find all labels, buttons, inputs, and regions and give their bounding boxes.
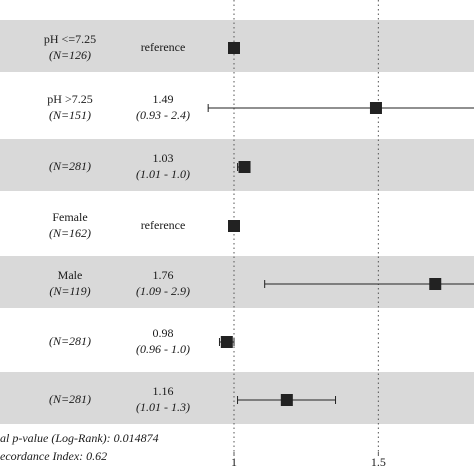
- estimate-label: reference: [141, 40, 186, 54]
- row-labels: pH <=7.25 (N=126) reference pH >7.25 (N=151)…: [44, 32, 190, 414]
- row-band: [0, 139, 474, 191]
- point-marker: [238, 161, 251, 173]
- x-tick-label: 1.5: [371, 455, 386, 469]
- row-bands: [0, 20, 474, 424]
- group-label: pH <=7.25: [44, 32, 96, 46]
- estimate-marks: [207, 42, 474, 406]
- point-marker: [280, 394, 293, 406]
- ci-label: (0.96 - 1.0): [136, 342, 190, 356]
- n-label: (N=281): [49, 334, 91, 348]
- n-label: (N=162): [49, 226, 91, 240]
- estimate-label: reference: [141, 218, 186, 232]
- ci-label: (0.93 - 2.4): [136, 108, 190, 122]
- n-label: (N=281): [49, 159, 91, 173]
- ci-label: (1.01 - 1.0): [136, 167, 190, 181]
- n-label: (N=126): [49, 48, 91, 62]
- group-label: Male: [58, 268, 83, 282]
- x-tick-label: 1: [231, 455, 237, 469]
- n-label: (N=119): [49, 284, 90, 298]
- estimate-label: 1.16: [153, 384, 174, 398]
- footnote: ecordance Index: 0.62: [0, 449, 107, 463]
- footnotes: al p-value (Log-Rank): 0.014874 ecordance…: [0, 431, 159, 463]
- estimate-label: 1.03: [153, 151, 174, 165]
- group-label: Female: [52, 210, 87, 224]
- estimate-label: 1.76: [153, 268, 174, 282]
- point-marker: [228, 42, 240, 54]
- point-marker: [228, 220, 240, 232]
- row-band: [0, 372, 474, 424]
- estimate-label: 1.49: [153, 92, 174, 106]
- x-axis-ticks: 1 1.5: [231, 452, 386, 469]
- point-marker: [429, 278, 442, 290]
- footnote: al p-value (Log-Rank): 0.014874: [0, 431, 159, 445]
- n-label: (N=281): [49, 392, 91, 406]
- row-band: [0, 256, 474, 308]
- estimate-label: 0.98: [153, 326, 174, 340]
- ci-label: (1.09 - 2.9): [136, 284, 190, 298]
- point-marker: [220, 336, 233, 348]
- group-label: pH >7.25: [47, 92, 92, 106]
- n-label: (N=151): [49, 108, 91, 122]
- ci-label: (1.01 - 1.3): [136, 400, 190, 414]
- point-marker: [369, 102, 382, 114]
